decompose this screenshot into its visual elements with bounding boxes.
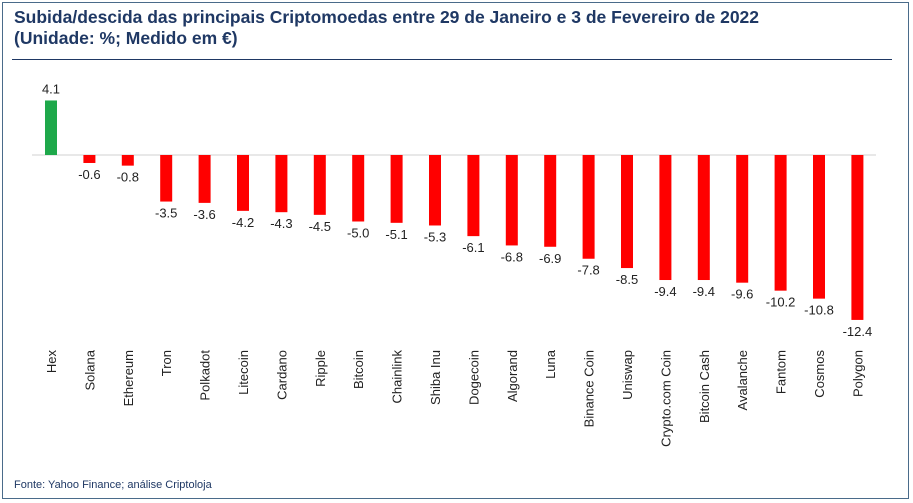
bar-chainlink [390,155,403,223]
x-tick-label: Ripple [313,350,328,387]
bar-polygon [851,155,864,320]
bar-crypto-com-coin [659,155,672,281]
x-tick-label: Luna [543,349,558,379]
data-label: -10.8 [804,303,834,318]
data-label: -4.5 [309,219,331,234]
chart-title-line2: (Unidade: %; Medido em €) [14,28,238,48]
x-tick-label: Tron [159,350,174,376]
data-label: -10.2 [766,295,796,310]
data-label: -3.6 [193,207,215,222]
bar-algorand [505,155,518,246]
bar-cosmos [813,155,825,299]
data-label: -5.1 [385,227,407,242]
x-tick-label: Solana [82,349,97,390]
data-label: -6.9 [539,251,561,266]
data-label: -9.4 [654,284,676,299]
x-tick-label: Polkadot [198,350,213,401]
data-label: -5.3 [424,229,446,244]
bar-luna [544,155,557,247]
data-label: -9.4 [693,284,715,299]
title-divider [12,59,892,60]
data-label: 4.1 [42,81,60,96]
bar-tron [160,155,173,202]
x-tick-label: Binance Coin [582,350,597,427]
x-tick-label: Algorand [505,350,520,402]
data-label: -6.1 [462,240,484,255]
x-tick-label: Crypto.com Coin [658,350,673,447]
bar-shiba-inu [429,155,441,226]
bar-bitcoin-cash [697,155,710,281]
data-label: -0.6 [78,167,100,182]
bar-polkadot [198,155,211,203]
x-tick-label: Cosmos [812,350,827,398]
source-note: Fonte: Yahoo Finance; análise Criptoloja [14,479,212,491]
bar-solana [83,155,96,163]
data-label: -8.5 [616,272,638,287]
data-label: -5.0 [347,226,369,241]
data-label: -6.8 [501,249,523,264]
x-tick-label: Hex [44,350,59,374]
data-label: -12.4 [843,324,873,339]
x-tick-label: Litecoin [236,350,251,395]
bar-cardano [275,155,288,213]
x-tick-label: Bitcoin Cash [697,350,712,423]
bar-uniswap [621,155,633,269]
chart-title-line1: Subida/descida das principais Criptomoed… [14,7,760,27]
bar-dogecoin [467,155,480,237]
data-label: -3.5 [155,206,177,221]
bar-binance-coin [582,155,595,259]
x-tick-label: Chainlink [390,350,405,404]
data-label: -0.8 [117,170,139,185]
bar-avalanche [736,155,749,283]
bar-hex [45,100,57,155]
x-tick-label: Avalanche [735,350,750,410]
x-tick-label: Ethereum [121,350,136,406]
bar-fantom [774,155,787,291]
bar-litecoin [237,155,249,211]
data-label: -4.3 [270,216,292,231]
x-tick-label: Uniswap [620,350,635,400]
x-tick-label: Bitcoin [351,350,366,389]
bar-bitcoin [352,155,365,222]
data-label: -9.6 [731,287,753,302]
x-tick-label: Dogecoin [466,350,481,405]
x-tick-label: Cardano [274,350,289,400]
x-tick-label: Fantom [774,350,789,394]
data-label: -7.8 [577,263,599,278]
data-label: -4.2 [232,215,254,230]
bar-ripple [313,155,326,215]
chart-title: Subida/descida das principais Criptomoed… [14,7,894,49]
bar-ethereum [121,155,134,166]
x-tick-label: Polygon [850,350,865,397]
x-tick-label: Shiba Inu [428,350,443,405]
